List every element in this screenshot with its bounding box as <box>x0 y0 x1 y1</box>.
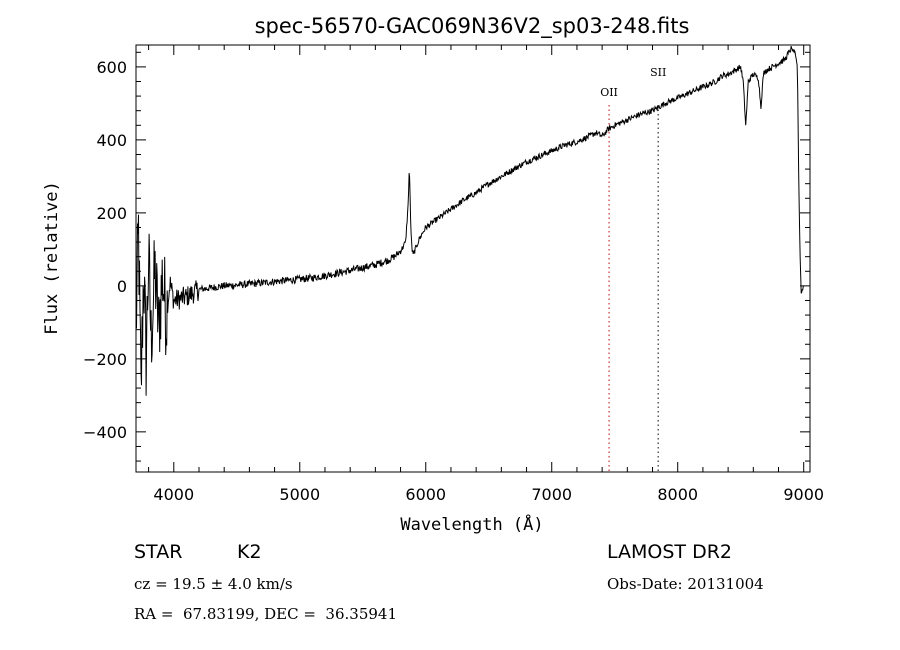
axis-tick-labels: 4000 5000 6000 7000 8000 9000 −400 −200 0 200 400 6… <box>83 58 824 504</box>
y-tick-label: −400 <box>83 423 127 442</box>
survey-name: LAMOST DR2 <box>607 541 732 563</box>
redshift-info: cz = 19.5 ± 4.0 km/s <box>134 575 293 593</box>
object-type: STAR <box>134 541 183 563</box>
axis-ticks <box>136 45 810 472</box>
x-tick-label: 6000 <box>405 485 446 504</box>
y-tick-label: 0 <box>117 277 127 296</box>
y-axis-label: Flux (relative) <box>42 181 62 335</box>
y-tick-label: 200 <box>96 204 127 223</box>
line-markers: OII SII <box>600 66 666 472</box>
spectrum-line <box>135 45 805 396</box>
obs-date: Obs-Date: 20131004 <box>607 575 764 593</box>
subclass: K2 <box>237 541 262 563</box>
y-tick-label: 600 <box>96 58 127 77</box>
line-marker-label-oii: OII <box>600 86 618 99</box>
x-tick-label: 4000 <box>153 485 194 504</box>
x-tick-label: 8000 <box>657 485 698 504</box>
line-marker-label-sii: SII <box>650 66 666 79</box>
y-tick-label: −200 <box>83 350 127 369</box>
chart-title: spec-56570-GAC069N36V2_sp03-248.fits <box>255 14 690 39</box>
x-tick-label: 9000 <box>783 485 824 504</box>
x-tick-label: 7000 <box>531 485 572 504</box>
x-tick-label: 5000 <box>279 485 320 504</box>
coordinates: RA = 67.83199, DEC = 36.35941 <box>134 605 398 623</box>
x-axis-label: Wavelength (Å) <box>400 513 543 535</box>
plot-frame <box>135 44 811 473</box>
y-tick-label: 400 <box>96 131 127 150</box>
